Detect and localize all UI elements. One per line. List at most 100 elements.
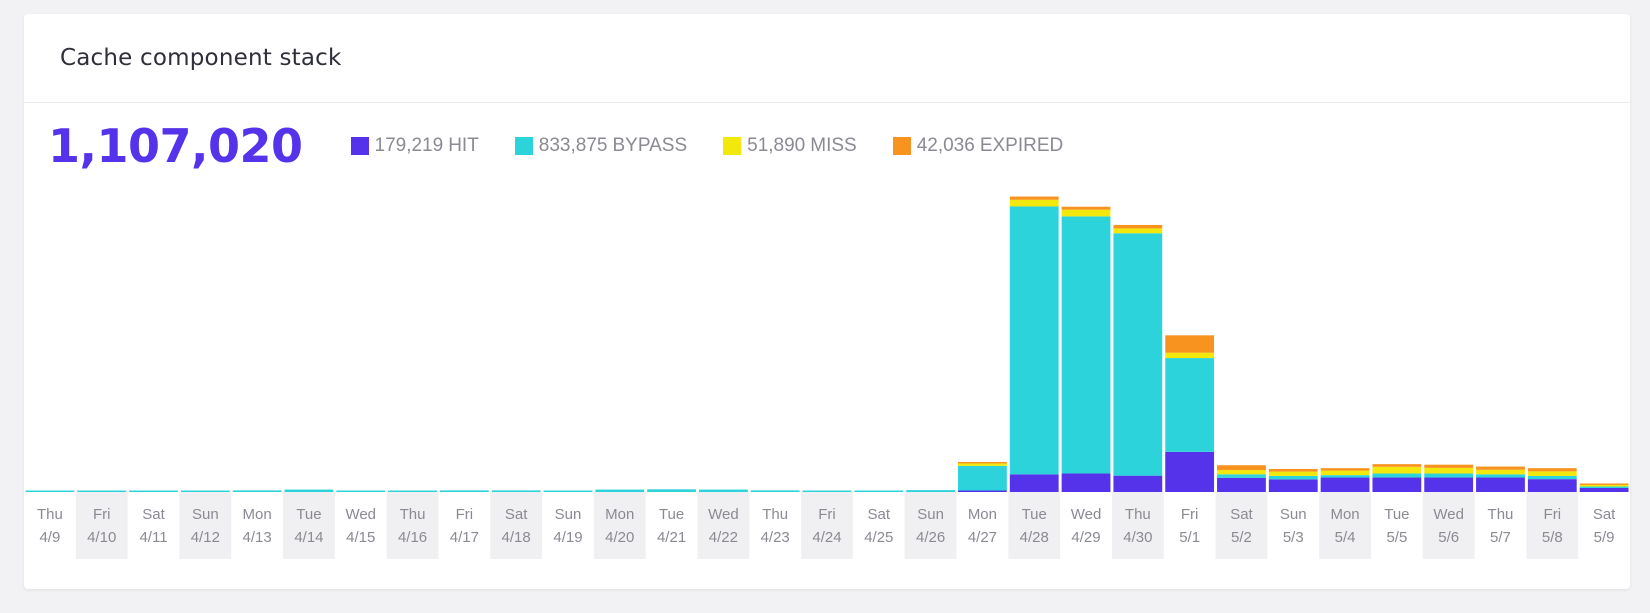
bar-bypass-4-24[interactable] bbox=[802, 490, 852, 493]
bar-expired-5-3[interactable] bbox=[1268, 468, 1318, 472]
bar-hit-5-9[interactable] bbox=[1579, 487, 1629, 492]
bar-hit-4-28[interactable] bbox=[1009, 474, 1059, 492]
bar-miss-5-3[interactable] bbox=[1268, 471, 1318, 476]
tick-date-label: 4/28 bbox=[1020, 529, 1049, 546]
bar-bypass-4-29[interactable] bbox=[1061, 216, 1111, 474]
stacked-bar-chart: Thu 4/9 Fri 4/10 Sat 4/11 Sun 4/12 Mon 4/13 Tue 4/1… bbox=[25, 196, 1629, 559]
tick-date-label: 4/15 bbox=[346, 529, 375, 546]
bar-bypass-5-8[interactable] bbox=[1527, 475, 1577, 480]
bar-expired-5-6[interactable] bbox=[1424, 464, 1474, 468]
bar-bypass-4-15[interactable] bbox=[336, 490, 386, 493]
tick-date-label: 5/7 bbox=[1490, 529, 1511, 546]
axis-band bbox=[1111, 492, 1164, 559]
tick-date-label: 4/14 bbox=[294, 529, 323, 546]
bar-bypass-5-6[interactable] bbox=[1424, 473, 1474, 478]
bar-hit-4-29[interactable] bbox=[1061, 473, 1111, 492]
tick-day-label: Fri bbox=[456, 506, 474, 523]
tick-day-label: Wed bbox=[345, 506, 376, 523]
bar-expired-5-4[interactable] bbox=[1320, 468, 1370, 471]
bar-bypass-4-11[interactable] bbox=[129, 490, 178, 493]
axis-band bbox=[386, 492, 439, 559]
tick-date-label: 4/27 bbox=[968, 529, 997, 546]
bar-bypass-4-20[interactable] bbox=[595, 489, 645, 492]
bar-miss-5-5[interactable] bbox=[1372, 466, 1422, 474]
axis-band bbox=[1215, 492, 1268, 559]
bar-bypass-4-30[interactable] bbox=[1113, 233, 1163, 476]
legend-item-miss[interactable]: 51,890 MISS bbox=[723, 135, 857, 157]
legend-label-hit: HIT bbox=[448, 135, 479, 156]
bar-hit-5-4[interactable] bbox=[1320, 477, 1370, 492]
bar-miss-4-30[interactable] bbox=[1113, 228, 1163, 234]
bar-miss-5-1[interactable] bbox=[1165, 352, 1215, 359]
bar-bypass-4-18[interactable] bbox=[491, 490, 541, 492]
bar-bypass-4-26[interactable] bbox=[906, 490, 956, 492]
bar-expired-5-7[interactable] bbox=[1476, 466, 1525, 470]
bar-miss-4-27[interactable] bbox=[958, 463, 1007, 466]
bar-bypass-4-25[interactable] bbox=[854, 490, 904, 493]
axis-band bbox=[1526, 492, 1579, 559]
bar-bypass-4-19[interactable] bbox=[543, 490, 593, 493]
tick-day-label: Mon bbox=[605, 506, 634, 523]
bar-miss-5-6[interactable] bbox=[1424, 467, 1474, 474]
bar-bypass-4-22[interactable] bbox=[698, 489, 748, 492]
bar-hit-5-1[interactable] bbox=[1165, 451, 1215, 492]
bar-expired-4-30[interactable] bbox=[1113, 224, 1163, 229]
bar-miss-4-29[interactable] bbox=[1061, 209, 1111, 217]
bar-expired-4-27[interactable] bbox=[958, 461, 1007, 464]
bar-expired-4-29[interactable] bbox=[1061, 206, 1111, 210]
bar-miss-5-8[interactable] bbox=[1527, 471, 1577, 476]
bar-bypass-4-13[interactable] bbox=[232, 490, 282, 492]
bar-expired-5-1[interactable] bbox=[1165, 335, 1215, 353]
axis-band bbox=[1008, 492, 1061, 559]
tick-day-label: Wed bbox=[708, 506, 739, 523]
bar-bypass-4-12[interactable] bbox=[180, 490, 230, 493]
bar-miss-4-28[interactable] bbox=[1009, 199, 1059, 207]
bar-expired-5-5[interactable] bbox=[1372, 464, 1422, 467]
bar-bypass-4-9[interactable] bbox=[25, 490, 75, 493]
tick-day-label: Sat bbox=[142, 506, 165, 523]
bar-hit-5-3[interactable] bbox=[1268, 479, 1318, 492]
bar-bypass-5-7[interactable] bbox=[1476, 474, 1525, 478]
bar-miss-5-7[interactable] bbox=[1476, 469, 1525, 475]
bar-hit-5-8[interactable] bbox=[1527, 479, 1577, 492]
axis-band bbox=[697, 492, 750, 559]
axis-band bbox=[904, 492, 957, 559]
bar-miss-5-4[interactable] bbox=[1320, 470, 1370, 476]
bar-hit-4-27[interactable] bbox=[958, 490, 1007, 493]
bar-bypass-4-23[interactable] bbox=[750, 490, 800, 492]
tick-day-label: Fri bbox=[93, 506, 111, 523]
bar-hit-5-6[interactable] bbox=[1424, 477, 1474, 492]
tick-day-label: Fri bbox=[1181, 506, 1199, 523]
tick-date-label: 5/3 bbox=[1283, 529, 1304, 546]
legend-item-hit[interactable]: 179,219 HIT bbox=[350, 135, 479, 157]
tick-day-label: Wed bbox=[1071, 506, 1102, 523]
bar-expired-5-2[interactable] bbox=[1217, 465, 1266, 471]
legend-item-expired[interactable]: 42,036 EXPIRED bbox=[892, 135, 1063, 157]
bar-bypass-4-17[interactable] bbox=[439, 490, 489, 492]
tick-day-label: Sat bbox=[868, 506, 891, 523]
bar-expired-5-8[interactable] bbox=[1527, 468, 1577, 472]
summary-row: 1,107,020 179,219 HIT 833,875 BYPASS 5 bbox=[48, 116, 1099, 176]
legend-item-bypass[interactable]: 833,875 BYPASS bbox=[514, 135, 687, 157]
bar-miss-5-2[interactable] bbox=[1217, 470, 1266, 475]
bar-bypass-4-27[interactable] bbox=[958, 465, 1007, 491]
bar-bypass-4-10[interactable] bbox=[77, 490, 127, 493]
tick-date-label: 4/25 bbox=[864, 529, 893, 546]
bar-bypass-5-3[interactable] bbox=[1268, 475, 1318, 480]
bar-miss-5-9[interactable] bbox=[1579, 484, 1629, 487]
bar-hit-4-30[interactable] bbox=[1113, 475, 1163, 492]
bar-bypass-5-2[interactable] bbox=[1217, 474, 1266, 478]
bar-bypass-4-21[interactable] bbox=[647, 489, 696, 492]
bar-bypass-5-4[interactable] bbox=[1320, 475, 1370, 478]
bar-hit-5-5[interactable] bbox=[1372, 477, 1422, 492]
bar-expired-4-28[interactable] bbox=[1009, 196, 1059, 200]
bar-bypass-5-1[interactable] bbox=[1165, 358, 1215, 452]
bar-bypass-4-16[interactable] bbox=[388, 490, 437, 493]
bar-bypass-4-14[interactable] bbox=[284, 489, 334, 492]
bar-bypass-5-5[interactable] bbox=[1372, 473, 1422, 478]
bar-hit-5-7[interactable] bbox=[1476, 477, 1525, 492]
bar-bypass-4-28[interactable] bbox=[1009, 206, 1059, 475]
bar-expired-5-9[interactable] bbox=[1579, 483, 1629, 485]
bar-bypass-5-9[interactable] bbox=[1579, 486, 1629, 488]
bar-hit-5-2[interactable] bbox=[1217, 477, 1266, 492]
